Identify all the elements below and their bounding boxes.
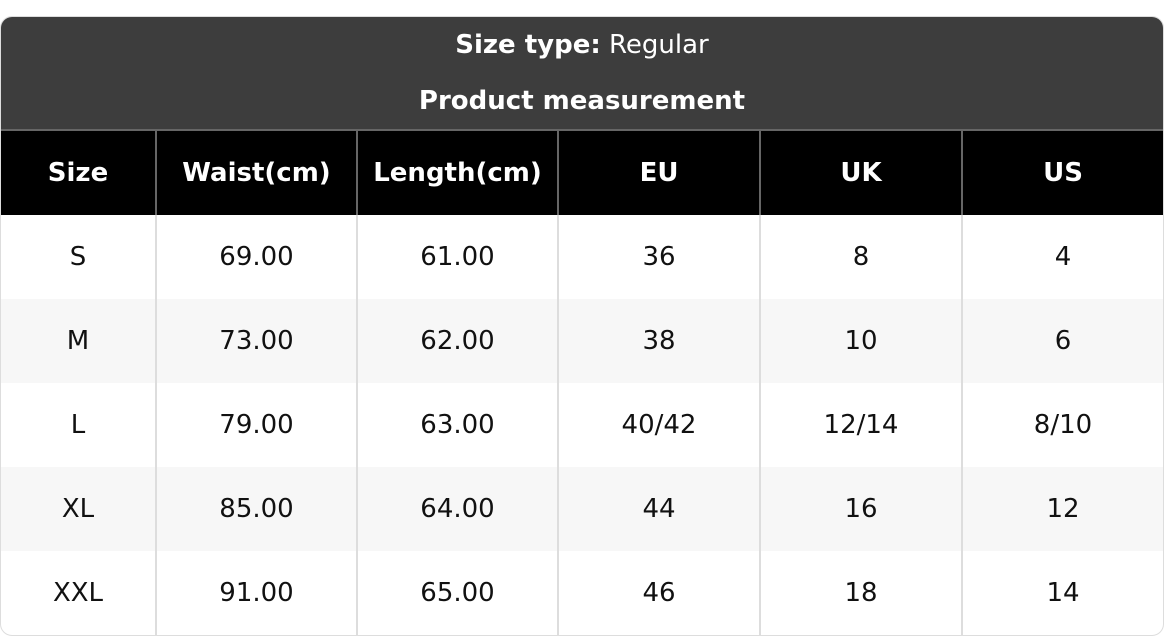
table-cell: 69.00 xyxy=(155,215,357,299)
table-cell: 36 xyxy=(557,215,760,299)
table-cell: 91.00 xyxy=(155,551,357,635)
size-chart: Size type: Regular Product measurement S… xyxy=(0,16,1164,636)
table-cell: 14 xyxy=(961,551,1163,635)
table-cell: 8/10 xyxy=(961,383,1163,467)
table-cell: 64.00 xyxy=(356,467,558,551)
table-cell: 8 xyxy=(759,215,962,299)
size-table: Size Waist(cm) Length(cm) EU UK US S 69.00 61.0… xyxy=(1,131,1163,635)
table-cell: S xyxy=(69,242,87,272)
table-cell: 63.00 xyxy=(356,383,558,467)
table-cell: XL xyxy=(1,467,156,551)
size-type-label: Size type: xyxy=(455,30,601,60)
size-type-value: Regular xyxy=(609,30,709,60)
table-row: XL 85.00 64.00 44 16 12 xyxy=(1,467,1163,551)
size-chart-header: Size type: Regular Product measurement xyxy=(1,17,1163,131)
table-cell: 79.00 xyxy=(155,383,357,467)
table-cell: 65.00 xyxy=(356,551,558,635)
table-cell: 16 xyxy=(759,467,962,551)
table-row: S 69.00 61.00 36 8 4 xyxy=(1,215,1163,299)
table-cell: 12 xyxy=(961,467,1163,551)
size-type: Size type: Regular xyxy=(1,17,1163,63)
table-cell: 73.00 xyxy=(155,299,357,383)
table-cell: 38 xyxy=(557,299,760,383)
header-row: Size Waist(cm) Length(cm) EU UK US xyxy=(1,131,1163,215)
table-cell: 85.00 xyxy=(155,467,357,551)
table-cell: 18 xyxy=(759,551,962,635)
table-cell: 44 xyxy=(557,467,760,551)
column-header: US xyxy=(961,131,1163,215)
column-header: EU xyxy=(557,131,760,215)
column-header: Size xyxy=(1,131,156,215)
table-cell: L xyxy=(70,410,86,440)
table-cell: M xyxy=(1,299,156,383)
table-cell: XXL xyxy=(52,578,104,608)
column-header: Waist(cm) xyxy=(155,131,357,215)
table-cell: 61.00 xyxy=(356,215,558,299)
table-cell: 10 xyxy=(759,299,962,383)
table-cell: 12/14 xyxy=(759,383,962,467)
table-row: L 79.00 63.00 40/42 12/14 8/10 xyxy=(1,383,1163,467)
table-row: M 73.00 62.00 38 10 6 xyxy=(1,299,1163,383)
table-cell: 6 xyxy=(961,299,1163,383)
table-cell: 46 xyxy=(557,551,760,635)
section-title: Product measurement xyxy=(418,86,746,116)
table-row: XXL 91.00 65.00 46 18 14 xyxy=(1,551,1163,635)
table-cell: 4 xyxy=(961,215,1163,299)
column-header: Length(cm) xyxy=(356,131,558,215)
table-cell: 40/42 xyxy=(557,383,760,467)
column-header: UK xyxy=(759,131,962,215)
table-cell: 62.00 xyxy=(356,299,558,383)
